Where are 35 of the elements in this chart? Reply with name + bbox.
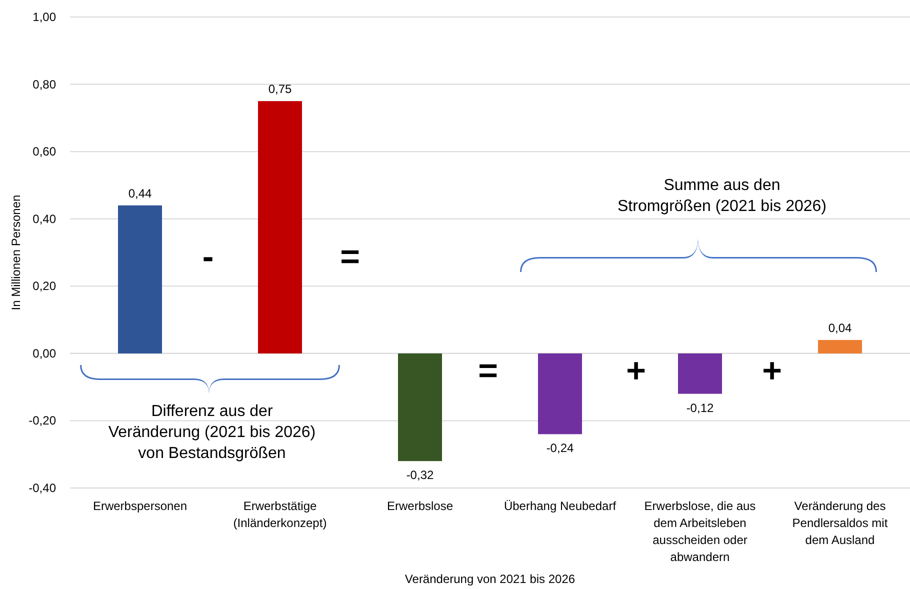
x-tick-label: Erwerbslose, die aus dem Arbeitsleben ausscheiden oder abwandern: [644, 499, 756, 564]
y-tick-label: 0,00: [32, 346, 56, 360]
y-tick-label: 0,20: [32, 279, 56, 294]
bar: [678, 353, 722, 394]
bar: [538, 353, 582, 434]
annotation: =: [478, 352, 498, 390]
x-tick-label: Erwerbstätige (Inländerkonzept): [233, 499, 327, 530]
bar: [398, 353, 442, 462]
bar: [258, 101, 302, 354]
data-label: -0,12: [686, 400, 714, 415]
data-label: 0,75: [268, 82, 292, 96]
y-tick-label: 0,80: [32, 77, 56, 92]
data-label: -0,24: [546, 441, 574, 456]
annotation: +: [762, 352, 782, 390]
annotation: -: [202, 238, 214, 276]
y-tick-label: -0,40: [28, 481, 56, 495]
x-tick-label: Überhang Neubedarf: [504, 499, 617, 513]
annotation: Differenz aus der Veränderung (2021 bis 2026) von Bestandsgrößen: [108, 403, 316, 462]
x-tick-label: Erwerbslose: [386, 499, 454, 513]
data-label: -0,32: [406, 468, 434, 482]
x-axis-title: Veränderung von 2021 bis 2026: [404, 572, 576, 586]
y-tick-label: 1,00: [32, 10, 56, 24]
data-label: 0,44: [128, 186, 152, 200]
x-tick-label: Erwerbspersonen: [92, 499, 188, 513]
annotation: =: [340, 238, 360, 276]
data-label: 0,04: [828, 320, 852, 335]
y-tick-label: 0,40: [32, 212, 56, 226]
bar: [118, 205, 162, 354]
y-axis-title: In Millionen Personen: [9, 194, 23, 310]
annotation: Summe aus den Stromgrößen (2021 bis 2026): [618, 177, 826, 215]
x-tick-label: Veränderung des Pendlersaldos mit dem Ausland: [792, 499, 888, 547]
bar: [818, 340, 862, 354]
y-tick-label: 0,60: [32, 144, 56, 159]
annotation: +: [626, 352, 646, 390]
y-tick-label: -0,20: [28, 414, 56, 428]
